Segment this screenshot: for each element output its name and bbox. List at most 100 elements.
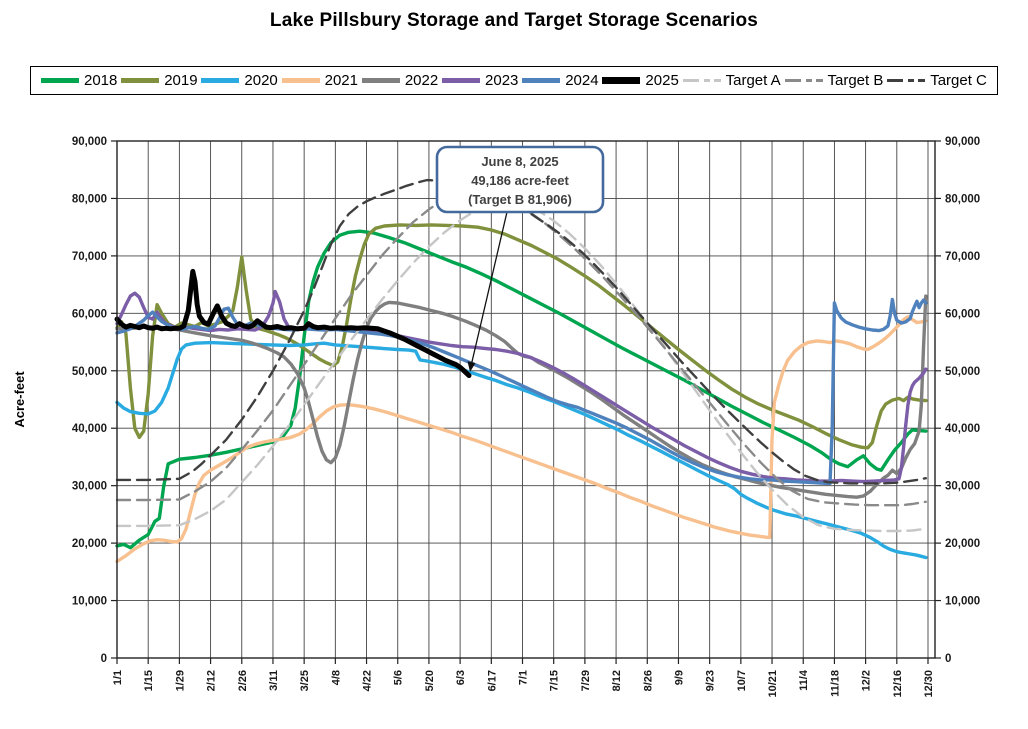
legend-item-2019: 2019 [121, 72, 198, 89]
y-axis-tick-label-left: 70,000 [72, 251, 107, 263]
legend-label: Target C [930, 72, 987, 89]
chart-title: Lake Pillsbury Storage and Target Storag… [269, 10, 759, 31]
legend-item-2021: 2021 [281, 72, 358, 89]
legend-item-target-b: Target B [784, 72, 884, 89]
y-axis-tick-label-right: 50,000 [945, 366, 980, 378]
x-axis-tick-label: 11/4 [798, 669, 810, 691]
series-line-2019 [115, 223, 928, 450]
legend-item-2023: 2023 [442, 72, 518, 89]
x-axis-tick-label: 12/2 [861, 670, 873, 691]
legend-item-target-a: Target A [682, 72, 781, 89]
legend-label: 2024 [565, 72, 599, 89]
series-line-2021 [115, 315, 928, 564]
legend-swatch [201, 78, 240, 83]
legend-label: 2021 [324, 72, 358, 89]
series-line-2025 [114, 268, 472, 378]
x-axis-tick-label: 12/30 [923, 670, 935, 698]
legend-swatch [682, 78, 721, 83]
x-axis-tick-label: 3/11 [268, 670, 280, 691]
y-axis-tick-label-right: 80,000 [945, 193, 980, 205]
x-axis-tick-label: 7/1 [518, 670, 530, 685]
legend-swatch [522, 78, 561, 83]
annotation-callout: June 8, 2025 49,186 acre-feet (Target B … [435, 145, 605, 372]
x-axis-tick-label: 11/18 [829, 670, 841, 697]
legend-label: 2019 [164, 72, 198, 89]
x-axis-tick-label: 1/29 [174, 670, 186, 691]
x-axis-tick-label: 6/3 [455, 670, 467, 685]
legend-label: Target B [827, 72, 884, 89]
y-axis-tick-label-left: 10,000 [72, 596, 107, 608]
x-axis-tick-label: 9/23 [705, 670, 717, 691]
legend-swatch [784, 78, 823, 83]
y-axis-tick-label-left: 30,000 [72, 481, 107, 493]
y-axis-tick-label-right: 10,000 [945, 596, 980, 608]
callout-box [435, 145, 605, 214]
series-line-target-c [115, 178, 927, 485]
x-axis-tick-label: 2/12 [206, 670, 218, 691]
y-axis-tick-label-right: 70,000 [945, 251, 980, 263]
legend-swatch [602, 77, 641, 84]
legend-item-2024: 2024 [522, 72, 599, 89]
x-axis-tick-label: 8/26 [642, 670, 654, 691]
legend-label: Target A [725, 72, 781, 89]
y-axis-tick-label-left: 50,000 [72, 366, 107, 378]
x-axis-tick-label: 6/17 [486, 670, 498, 691]
y-axis-tick-label-right: 90,000 [945, 136, 980, 148]
y-axis-tick-label-left: 80,000 [72, 193, 107, 205]
y-axis-tick-label-left: 20,000 [72, 538, 107, 550]
callout-leader-line [470, 211, 508, 367]
x-axis-tick-label: 5/20 [424, 670, 436, 691]
x-axis-tick-label: 3/25 [299, 670, 311, 691]
x-axis-tick-label: 2/26 [237, 670, 249, 691]
y-axis-tick-label-right: 40,000 [945, 423, 980, 435]
legend-swatch [41, 78, 79, 83]
y-axis-title: Acre-feet [12, 371, 27, 428]
series-line-2018 [115, 229, 928, 550]
x-axis-tick-label: 7/15 [549, 670, 561, 691]
x-axis-tick-label: 1/15 [143, 670, 155, 691]
series-line-2020 [115, 340, 928, 560]
series-line-2022 [115, 294, 928, 499]
legend-label: 2025 [645, 72, 679, 89]
data-series [114, 178, 928, 564]
axes: 0 0 10,000 10,000 20,000 20,000 30,000 30,000 40… [12, 136, 980, 698]
legend-item-2018: 2018 [41, 72, 117, 89]
legend-swatch [442, 78, 481, 83]
x-axis-tick-label: 1/1 [112, 670, 124, 685]
y-axis-tick-label-left: 90,000 [72, 136, 107, 148]
legend-label: 2022 [404, 72, 439, 89]
gridlines [116, 140, 935, 659]
x-axis-tick-label: 4/22 [362, 670, 374, 691]
y-axis-tick-label-right: 30,000 [945, 481, 980, 493]
chart-legend: 2018 2019 2020 2021 2022 2023 2024 2025 Target A… [30, 66, 998, 95]
x-axis-tick-label: 9/9 [673, 670, 685, 685]
y-axis-tick-label-left: 60,000 [72, 308, 107, 320]
legend-label: 2023 [485, 72, 519, 89]
legend-label: 2020 [244, 72, 278, 89]
legend-swatch [281, 78, 320, 83]
x-axis-tick-label: 8/12 [611, 670, 623, 691]
x-axis-tick-label: 10/7 [736, 670, 748, 691]
y-axis-tick-label-left: 40,000 [72, 423, 107, 435]
x-axis-tick-label: 4/8 [330, 670, 342, 685]
legend-label: 2018 [84, 72, 118, 89]
callout-arrowhead [467, 361, 476, 372]
callout-line-2: 49,186 acre-feet [471, 173, 569, 188]
legend-swatch [121, 78, 160, 83]
legend-item-target-c: Target C [887, 72, 987, 89]
y-axis-tick-label-right: 0 [945, 653, 951, 665]
legend-item-2025: 2025 [602, 72, 679, 89]
y-axis-tick-label-right: 20,000 [945, 538, 980, 550]
callout-line-3: (Target B 81,906) [468, 192, 572, 207]
legend-item-2022: 2022 [361, 72, 439, 89]
y-axis-tick-label-right: 60,000 [945, 308, 980, 320]
legend-swatch [887, 78, 926, 83]
x-axis-tick-label: 12/16 [892, 670, 904, 698]
x-axis-tick-label: 10/21 [767, 670, 779, 698]
x-axis-tick-label: 5/6 [393, 670, 405, 685]
legend-swatch [361, 78, 400, 83]
legend-item-2020: 2020 [201, 72, 278, 89]
x-axis-tick-label: 7/29 [580, 670, 592, 691]
